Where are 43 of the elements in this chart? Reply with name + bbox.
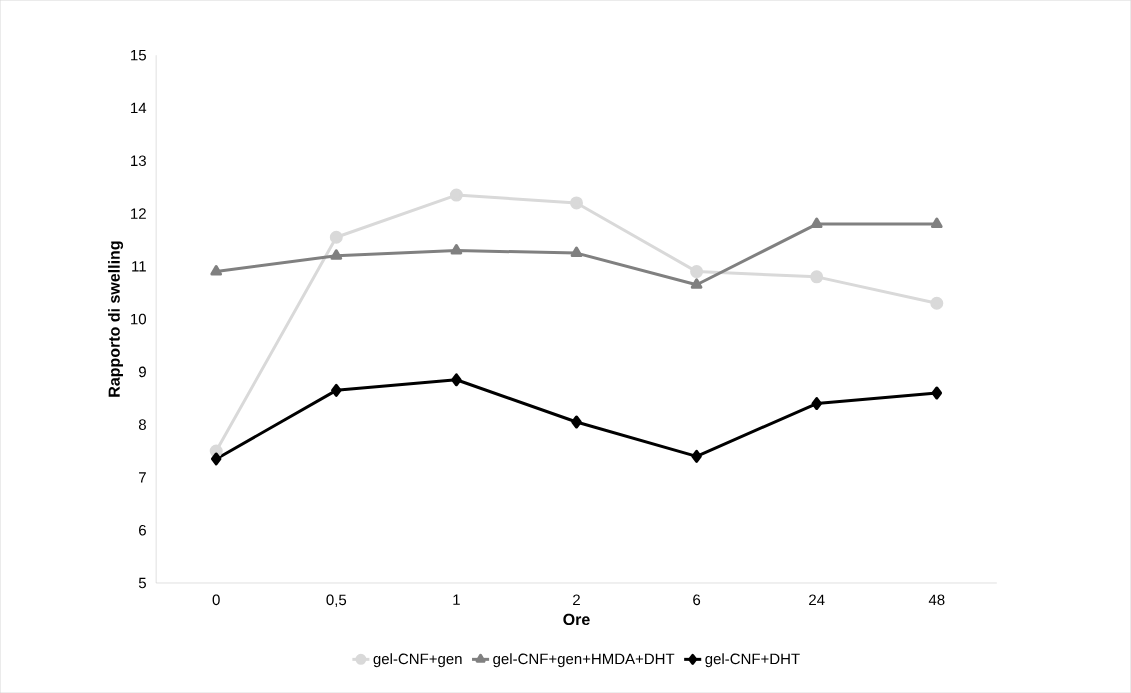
point xyxy=(810,217,823,228)
y-tick-label: 6 xyxy=(139,524,146,536)
x-tick-label: 6 xyxy=(693,594,701,606)
y-tick-label: 9 xyxy=(138,366,146,378)
point xyxy=(690,278,703,289)
point xyxy=(331,383,342,397)
point xyxy=(571,415,582,429)
point xyxy=(811,396,822,410)
point xyxy=(210,265,223,276)
y-tick-label: 7 xyxy=(139,472,146,483)
point xyxy=(210,452,222,466)
point xyxy=(810,270,824,284)
x-tick-label: 1 xyxy=(453,594,460,605)
point xyxy=(329,230,343,244)
y-tick-label: 14 xyxy=(131,102,147,114)
point xyxy=(450,243,463,255)
point xyxy=(330,249,343,260)
point xyxy=(691,449,702,463)
point xyxy=(690,265,704,278)
y-tick-label: 5 xyxy=(138,577,146,589)
y-axis-title: Rapporto di swelling xyxy=(108,241,124,397)
legend-label: gel-CNF+DHT xyxy=(705,653,800,668)
y-tick-label: 15 xyxy=(131,49,146,61)
point xyxy=(930,296,944,310)
x-tick-label: 0 xyxy=(212,594,220,606)
legend-label: gel-CNF+gen+HMDA+DHT xyxy=(493,653,675,668)
point xyxy=(570,246,583,258)
y-tick-label: 13 xyxy=(131,155,146,166)
y-tick-label: 10 xyxy=(131,313,147,325)
x-tick-label: 48 xyxy=(928,594,945,606)
point xyxy=(449,188,463,202)
point xyxy=(570,196,583,210)
x-tick-label: 2 xyxy=(573,594,580,605)
point xyxy=(931,386,943,400)
y-tick-label: 8 xyxy=(138,419,146,430)
point xyxy=(451,373,462,387)
point xyxy=(930,217,943,228)
x-tick-label: 24 xyxy=(809,594,825,605)
y-tick-label: 11 xyxy=(132,261,146,272)
legend-label: gel-CNF+gen xyxy=(373,653,462,668)
y-tick-label: 12 xyxy=(131,208,146,219)
x-tick-label: 0,5 xyxy=(326,594,347,607)
x-axis-title: Ore xyxy=(563,613,590,626)
